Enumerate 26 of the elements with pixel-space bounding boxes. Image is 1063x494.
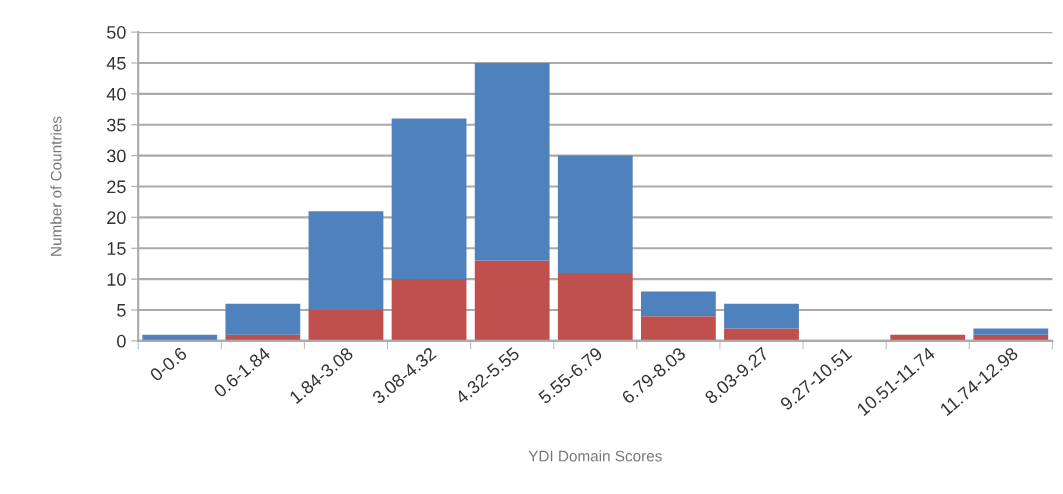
y-axis-title: Number of Countries <box>50 116 62 256</box>
y-tick-label: 40 <box>106 87 126 101</box>
bar <box>640 316 716 341</box>
y-tick-label: 45 <box>106 57 126 70</box>
y-tick-label: 0 <box>117 334 126 348</box>
bar <box>225 303 301 335</box>
y-tick-label: 10 <box>107 273 126 286</box>
bar <box>391 118 467 280</box>
bar <box>557 155 633 273</box>
bar <box>557 272 633 341</box>
bar <box>724 303 799 329</box>
bar <box>308 211 384 310</box>
bar <box>308 309 384 341</box>
bar <box>973 328 1049 335</box>
x-axis-title: YDI Domain Scores <box>528 450 662 462</box>
bar <box>474 62 550 261</box>
bar <box>640 291 716 317</box>
y-tick-label: 20 <box>107 211 126 225</box>
bar <box>474 260 550 341</box>
y-tick-label: 5 <box>117 304 126 317</box>
y-tick-label: 15 <box>107 242 126 255</box>
y-tick-label: 35 <box>106 118 126 132</box>
y-tick-label: 50 <box>107 26 126 39</box>
y-tick-label: 30 <box>106 149 126 163</box>
y-tick-label: 25 <box>107 180 126 194</box>
bar <box>391 279 467 341</box>
